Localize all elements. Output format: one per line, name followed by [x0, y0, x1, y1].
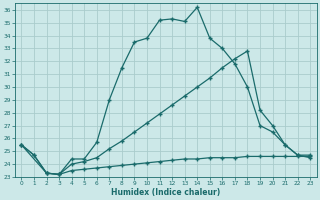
X-axis label: Humidex (Indice chaleur): Humidex (Indice chaleur)	[111, 188, 220, 197]
